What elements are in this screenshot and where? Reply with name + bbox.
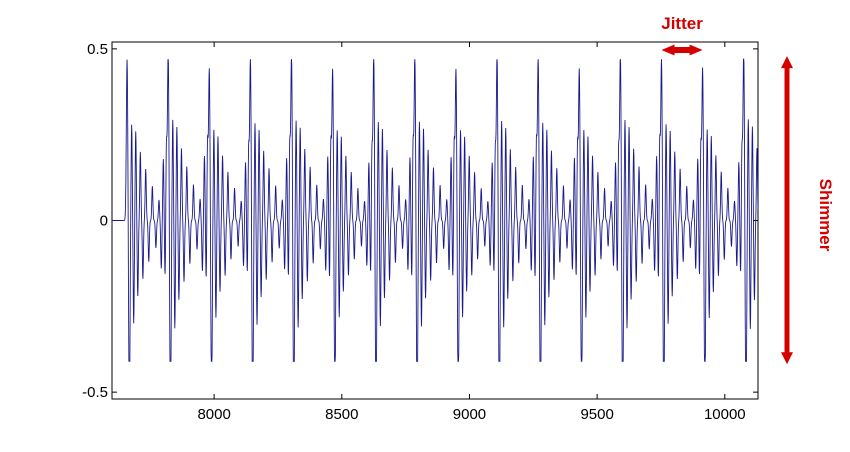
x-axis: 8000 8500 9000 9500 10000 <box>197 42 746 423</box>
x-tick-label: 8500 <box>325 406 358 423</box>
x-tick-label: 10000 <box>704 406 746 423</box>
shimmer-label: Shimmer <box>816 179 835 252</box>
jitter-label: Jitter <box>661 14 703 33</box>
y-tick-label: -0.5 <box>82 384 108 401</box>
y-tick-label: 0 <box>100 213 108 230</box>
y-tick-label: 0.5 <box>87 41 108 58</box>
x-tick-label: 9000 <box>453 406 486 423</box>
x-tick-label: 9500 <box>580 406 613 423</box>
x-tick-label: 8000 <box>197 406 230 423</box>
shimmer-annotation: Shimmer <box>781 56 835 365</box>
signal-series <box>112 57 758 362</box>
series-line <box>112 57 758 362</box>
jitter-annotation: Jitter <box>661 14 703 56</box>
y-axis: -0.5 0 0.5 <box>82 41 758 401</box>
shimmer-arrow <box>781 56 793 365</box>
jitter-arrow <box>661 44 703 56</box>
